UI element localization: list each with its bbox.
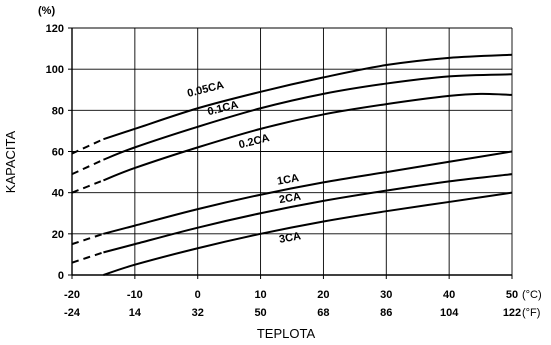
x-tick-label-fahrenheit: 50: [254, 307, 266, 319]
series-line-dashed-2ca: [71, 251, 104, 264]
series-line-dashed-02ca: [71, 179, 104, 194]
x-tick-label-celsius: 0: [195, 289, 201, 301]
y-tick-label: 60: [52, 147, 64, 159]
series-line-dashed-005ca: [71, 138, 104, 155]
x-tick-label-celsius: -10: [127, 289, 143, 301]
series-line-2ca: [103, 173, 513, 254]
y-tick-label: 80: [52, 105, 64, 117]
series-line-01ca: [103, 73, 513, 161]
series-line-dashed-01ca: [71, 158, 104, 176]
series-line-dashed-1ca: [71, 232, 104, 246]
x-tick-label-fahrenheit: 14: [129, 307, 142, 319]
x-tick-label-fahrenheit: 86: [380, 307, 392, 319]
series-line-1ca: [103, 150, 513, 235]
x-tick-label-fahrenheit: 122: [503, 307, 521, 319]
x-tick-label-celsius: 50: [506, 289, 518, 301]
x-tick-label-celsius: 30: [380, 289, 392, 301]
x-tick-label-fahrenheit: 104: [440, 307, 459, 319]
series-label-005ca: 0.05CA: [186, 79, 225, 100]
y-tick-label: 120: [46, 23, 64, 35]
x-tick-label-fahrenheit: 32: [192, 307, 204, 319]
series-label-3ca: 3CA: [278, 230, 302, 246]
series-line-005ca: [103, 53, 513, 141]
series-line-3ca: [103, 191, 513, 276]
x-unit-fahrenheit: (°F): [522, 307, 540, 319]
axes: [68, 27, 513, 279]
series-line-02ca: [103, 92, 513, 182]
x-tick-label-fahrenheit: -24: [64, 307, 81, 319]
x-tick-label-celsius: 10: [254, 289, 266, 301]
y-axis-title: KAPACITA: [3, 130, 18, 193]
y-tick-label: 20: [52, 229, 64, 241]
y-unit-label: (%): [38, 5, 55, 17]
x-axis-title: TEPLOTA: [257, 326, 316, 341]
series-label-1ca: 1CA: [276, 172, 300, 188]
series-label-02ca: 0.2CA: [238, 132, 271, 151]
x-tick-label-fahrenheit: 68: [317, 307, 329, 319]
x-unit-celsius: (°C): [522, 289, 542, 301]
series-lines: [71, 53, 513, 276]
y-tick-label: 100: [46, 64, 64, 76]
x-tick-label-celsius: 20: [317, 289, 329, 301]
series-label-2ca: 2CA: [278, 191, 302, 207]
y-tick-label: 40: [52, 188, 64, 200]
grid: [71, 27, 513, 276]
y-tick-label: 0: [58, 270, 64, 282]
x-tick-label-celsius: -20: [64, 289, 80, 301]
x-tick-label-celsius: 40: [443, 289, 455, 301]
tick-labels: 0 20 40 60 80 100 120 -20 -24 -10 14 0 32 10 50 20 68 30 8…: [46, 23, 522, 319]
